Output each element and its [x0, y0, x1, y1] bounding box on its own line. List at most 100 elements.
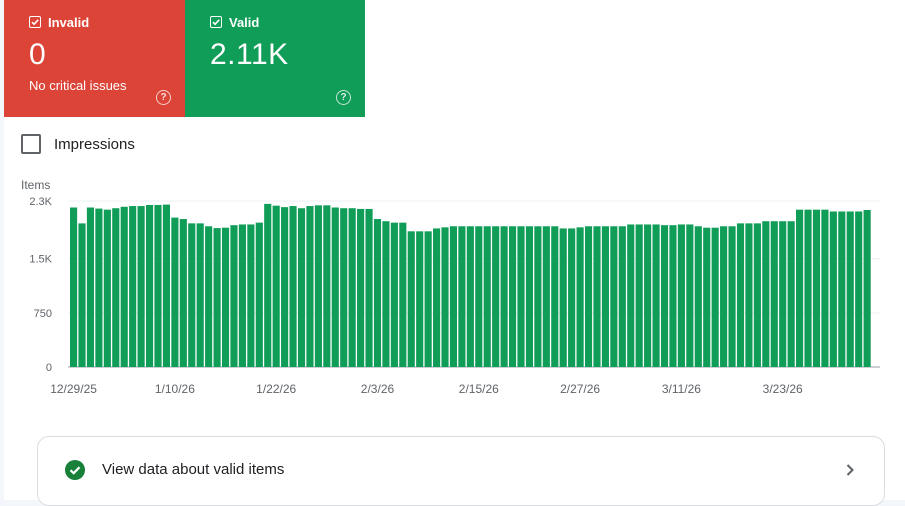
- chart-bar[interactable]: [770, 221, 778, 367]
- chart-bar[interactable]: [238, 224, 246, 367]
- chart-bar[interactable]: [331, 207, 339, 368]
- chart-bar[interactable]: [576, 227, 584, 367]
- chart-bar[interactable]: [145, 204, 154, 367]
- chart-bar[interactable]: [306, 206, 314, 367]
- valid-card[interactable]: Valid 2.11K ?: [185, 0, 365, 117]
- chart-bar[interactable]: [694, 226, 702, 367]
- chart-bar[interactable]: [171, 217, 179, 367]
- chart-bar[interactable]: [728, 226, 736, 367]
- chart-bar[interactable]: [188, 223, 196, 367]
- chart-bar[interactable]: [213, 228, 221, 367]
- chart-bar[interactable]: [373, 219, 382, 367]
- chart-bar[interactable]: [686, 224, 694, 367]
- chart-bar[interactable]: [399, 222, 407, 367]
- chart-bar[interactable]: [863, 210, 871, 367]
- chart-bar[interactable]: [196, 223, 204, 367]
- chart-bar[interactable]: [720, 226, 728, 367]
- chart-bar[interactable]: [433, 228, 441, 367]
- chart-bar[interactable]: [441, 227, 449, 367]
- chart-bar[interactable]: [779, 221, 787, 367]
- chart-bar[interactable]: [812, 209, 821, 367]
- valid-checkbox-icon[interactable]: [210, 16, 222, 28]
- chart-bar[interactable]: [314, 205, 322, 367]
- chart-bar[interactable]: [382, 221, 390, 367]
- chart-bar[interactable]: [500, 226, 508, 367]
- chart-bar[interactable]: [289, 206, 297, 367]
- chart-bar[interactable]: [762, 221, 770, 367]
- chart-bar[interactable]: [466, 226, 474, 367]
- chart-bar[interactable]: [703, 227, 711, 367]
- view-valid-items-link[interactable]: View data about valid items: [37, 436, 885, 506]
- chart-bar[interactable]: [627, 224, 635, 367]
- chart-bar[interactable]: [272, 205, 280, 367]
- impressions-checkbox[interactable]: [21, 134, 41, 154]
- chart-bar[interactable]: [137, 206, 145, 367]
- chart-bar[interactable]: [449, 226, 458, 367]
- chart-bar[interactable]: [753, 223, 761, 367]
- chart-bar[interactable]: [230, 225, 238, 367]
- chart-bar[interactable]: [829, 211, 837, 367]
- chart-bar[interactable]: [120, 206, 128, 367]
- chart-bar[interactable]: [745, 223, 753, 367]
- chart-bar[interactable]: [584, 226, 593, 367]
- chart-bar[interactable]: [424, 231, 432, 367]
- impressions-toggle[interactable]: Impressions: [21, 134, 135, 154]
- chart-bar[interactable]: [593, 226, 601, 367]
- chart-bar[interactable]: [365, 208, 373, 367]
- help-icon[interactable]: ?: [336, 90, 351, 105]
- chart-bar[interactable]: [95, 208, 103, 367]
- chart-bar[interactable]: [205, 226, 213, 367]
- chart-bar[interactable]: [838, 211, 846, 367]
- chevron-right-icon[interactable]: [844, 462, 856, 483]
- chart-bar[interactable]: [179, 219, 187, 367]
- chart-bar[interactable]: [458, 226, 466, 367]
- chart-bar[interactable]: [281, 207, 289, 367]
- chart-bar[interactable]: [483, 226, 491, 367]
- chart-bar[interactable]: [551, 226, 559, 367]
- chart-bar[interactable]: [804, 209, 812, 367]
- chart-bar[interactable]: [348, 208, 356, 367]
- chart-bar[interactable]: [70, 207, 78, 368]
- chart-bar[interactable]: [652, 224, 660, 367]
- chart-bar[interactable]: [475, 226, 483, 367]
- chart-bar[interactable]: [78, 223, 86, 367]
- chart-bar[interactable]: [618, 226, 626, 367]
- chart-bar[interactable]: [416, 231, 424, 367]
- chart-bar[interactable]: [821, 209, 829, 367]
- chart-bar[interactable]: [855, 211, 863, 367]
- chart-bar[interactable]: [796, 209, 804, 367]
- chart-bar[interactable]: [86, 207, 95, 368]
- chart-bar[interactable]: [103, 209, 111, 367]
- chart-bar[interactable]: [601, 226, 609, 367]
- chart-bar[interactable]: [787, 221, 795, 367]
- chart-bar[interactable]: [610, 226, 618, 367]
- chart-bar[interactable]: [846, 211, 854, 367]
- chart-bar[interactable]: [247, 224, 255, 367]
- chart-bar[interactable]: [162, 204, 170, 367]
- chart-bar[interactable]: [264, 203, 272, 367]
- chart-bar[interactable]: [525, 226, 534, 367]
- chart-bar[interactable]: [568, 228, 576, 367]
- help-icon[interactable]: ?: [156, 90, 171, 105]
- chart-bar[interactable]: [508, 226, 517, 367]
- chart-bar[interactable]: [492, 226, 500, 367]
- chart-bar[interactable]: [154, 204, 162, 367]
- chart-bar[interactable]: [221, 227, 230, 367]
- chart-bar[interactable]: [635, 224, 643, 367]
- chart-bar[interactable]: [323, 205, 331, 367]
- chart-bar[interactable]: [542, 226, 550, 367]
- chart-bar[interactable]: [669, 225, 677, 367]
- chart-bar[interactable]: [407, 231, 415, 367]
- chart-bar[interactable]: [297, 208, 306, 367]
- chart-bar[interactable]: [255, 222, 263, 367]
- chart-bar[interactable]: [340, 208, 348, 367]
- invalid-checkbox-icon[interactable]: [29, 16, 41, 28]
- chart-bar[interactable]: [112, 208, 120, 367]
- chart-bar[interactable]: [660, 225, 669, 367]
- invalid-card[interactable]: Invalid 0 No critical issues ?: [4, 0, 185, 117]
- chart-bar[interactable]: [517, 226, 525, 367]
- chart-bar[interactable]: [677, 224, 685, 367]
- chart-bar[interactable]: [559, 228, 567, 367]
- chart-bar[interactable]: [644, 224, 652, 367]
- chart-bar[interactable]: [129, 206, 137, 367]
